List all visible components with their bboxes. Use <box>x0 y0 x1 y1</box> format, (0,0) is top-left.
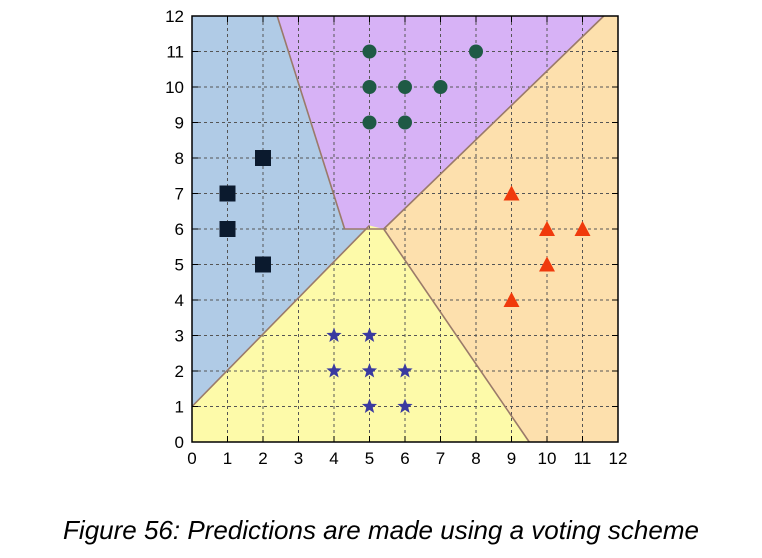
x-tick-label: 3 <box>294 449 303 468</box>
data-points <box>219 44 591 413</box>
circle-point <box>362 44 377 59</box>
x-tick-label: 4 <box>329 449 338 468</box>
triangle-point <box>503 185 520 201</box>
x-tick-label: 6 <box>400 449 409 468</box>
y-tick-label: 12 <box>165 7 184 26</box>
y-tick-label: 2 <box>175 362 184 381</box>
x-tick-label: 12 <box>609 449 628 468</box>
triangle-point <box>503 292 520 307</box>
circle-point <box>433 80 448 94</box>
boundary-line <box>383 15 605 230</box>
x-tick-label: 9 <box>507 449 516 468</box>
decision-boundaries <box>191 15 605 443</box>
x-tick-label: 0 <box>187 449 196 468</box>
square-point <box>219 185 236 202</box>
circle-point <box>362 115 377 130</box>
star-point <box>326 363 342 378</box>
circle-point <box>398 115 412 130</box>
x-tick-label: 5 <box>365 449 374 468</box>
x-tick-label: 11 <box>574 449 592 468</box>
y-tick-label: 4 <box>175 291 184 310</box>
triangle-point <box>539 221 555 236</box>
x-tick-label: 8 <box>471 449 480 468</box>
x-tick-label: 2 <box>258 449 267 468</box>
stars-region <box>192 225 530 442</box>
star-point <box>361 398 378 413</box>
y-tick-label: 10 <box>165 78 184 97</box>
y-tick-label: 8 <box>175 149 184 168</box>
squares-region <box>192 16 370 407</box>
square-point <box>255 150 271 166</box>
x-tick-label: 1 <box>223 449 232 468</box>
circle-point <box>469 44 483 59</box>
square-point <box>219 221 236 237</box>
star-point <box>361 363 378 378</box>
circle-point <box>362 80 377 94</box>
x-tick-label: 7 <box>436 449 445 468</box>
y-tick-label: 9 <box>175 114 184 133</box>
triangle-point <box>539 256 555 272</box>
y-tick-label: 1 <box>175 398 184 417</box>
star-point <box>361 327 378 342</box>
star-point <box>397 363 413 378</box>
figure-caption: Figure 56: Predictions are made using a … <box>63 515 699 545</box>
star-point <box>397 398 413 413</box>
boundary-line <box>191 224 371 408</box>
boundary-line <box>276 15 346 230</box>
y-tick-label: 0 <box>175 433 184 452</box>
x-tick-label: 10 <box>538 449 557 468</box>
y-tick-label: 6 <box>175 220 184 239</box>
y-tick-label: 11 <box>166 43 184 62</box>
y-tick-label: 7 <box>175 185 184 204</box>
y-tick-label: 3 <box>175 327 184 346</box>
y-tick-label: 5 <box>175 256 184 275</box>
star-point <box>326 327 342 342</box>
circle-point <box>398 80 412 94</box>
square-point <box>255 256 271 273</box>
triangle-point <box>574 221 591 236</box>
boundary-line <box>383 228 530 443</box>
